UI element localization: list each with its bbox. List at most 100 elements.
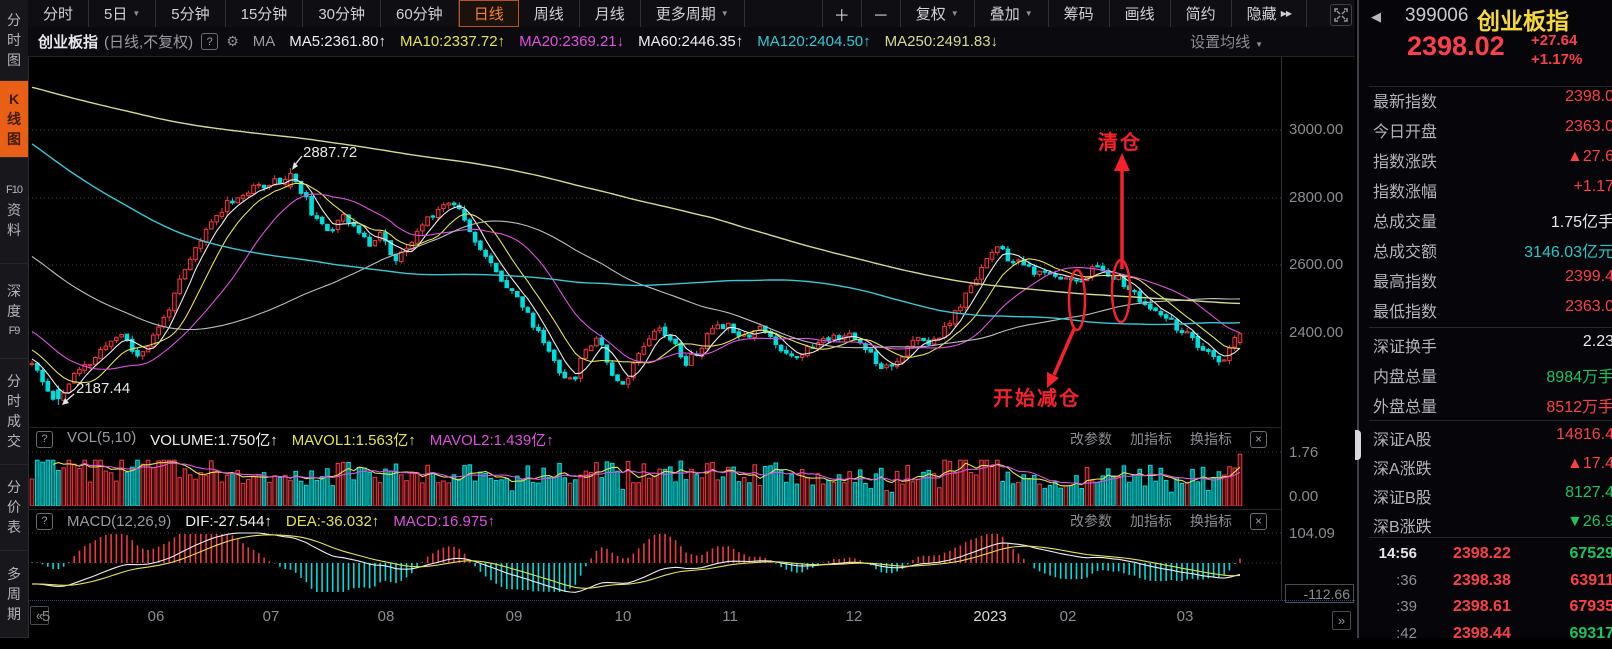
stat-value: ▲17.4 [1567, 455, 1612, 473]
period-tab-5日[interactable]: 5日▼ [89, 0, 156, 27]
tool-－[interactable]: － [862, 0, 901, 27]
tick-time: 14:56 [1359, 545, 1417, 562]
tool-label: 隐藏 [1247, 3, 1277, 24]
volume-chart-canvas[interactable] [28, 450, 1281, 506]
ma-settings-button[interactable]: 设置均线▼ [1190, 31, 1263, 52]
chevron-down-icon: ▼ [1025, 9, 1033, 18]
time-axis-label: 11 [722, 608, 738, 625]
main-chart-canvas[interactable] [28, 57, 1281, 425]
macd-chart-canvas[interactable] [28, 531, 1281, 600]
price-axis-label: 2400.00 [1289, 324, 1343, 341]
period-tab-60分钟[interactable]: 60分钟 [381, 0, 459, 27]
tick-time: :39 [1359, 598, 1417, 615]
time-axis-label: 12 [846, 608, 863, 625]
tool-＋[interactable]: ＋ [823, 0, 862, 27]
time-axis-label: 09 [506, 608, 523, 625]
collapse-panel-icon[interactable]: ◀ [1371, 9, 1381, 25]
period-tab-5分钟[interactable]: 5分钟 [156, 0, 225, 27]
panel-action-改参数[interactable]: 改参数 [1070, 429, 1112, 449]
stat-value: ▲27.6 [1567, 148, 1612, 166]
panel-action-加指标[interactable]: 加指标 [1130, 429, 1172, 449]
stat-value: 14816.4 [1556, 426, 1612, 444]
tick-time: :42 [1359, 625, 1417, 642]
divider [1369, 327, 1612, 328]
sidebar-item-minute-chart[interactable]: 分时图 [0, 0, 28, 81]
volume-values: VOL(5,10)VOLUME:1.750亿↑MAVOL1:1.563亿↑MAV… [53, 429, 554, 450]
period-tab-月线[interactable]: 月线 [580, 0, 641, 27]
sidebar-item-label: 时 [7, 394, 21, 409]
panel-action-换指标[interactable]: 换指标 [1190, 429, 1232, 449]
period-tab-日线[interactable]: 日线 [459, 0, 519, 27]
time-axis-label: 10 [615, 608, 632, 625]
stock-code: 399006 [1405, 5, 1468, 27]
period-tab-更多周期[interactable]: 更多周期▼ [641, 0, 745, 27]
panel-action-换指标[interactable]: 换指标 [1190, 511, 1232, 531]
help-icon[interactable]: ? [36, 513, 53, 530]
ma-value: MA5:2361.80↑ [289, 33, 386, 50]
close-icon[interactable]: × [1250, 513, 1267, 530]
help-icon[interactable]: ? [201, 33, 218, 50]
period-tab-30分钟[interactable]: 30分钟 [303, 0, 381, 27]
tool-复权[interactable]: 复权▼ [901, 0, 975, 27]
sidebar-item-label: 资 [7, 203, 21, 218]
sidebar-item-price-table[interactable]: 分价表 [0, 465, 28, 551]
stat-label: 最低指数 [1373, 298, 1437, 322]
sidebar-item-multi-period[interactable]: 多周期 [0, 551, 28, 638]
gear-icon[interactable]: ⚙ [226, 33, 239, 50]
tool-筹码[interactable]: 筹码 [1049, 0, 1110, 27]
period-tab-label: 周线 [534, 3, 564, 24]
last-price: 2398.02 [1407, 31, 1505, 62]
price-change: +27.64 +1.17% [1531, 31, 1582, 69]
chart-tools: ＋ －复权▼叠加▼筹码画线简约隐藏▶▶ [822, 0, 1307, 27]
panel-action-加指标[interactable]: 加指标 [1130, 511, 1172, 531]
panel-resize-handle[interactable] [1355, 430, 1361, 460]
macd-value: DIF:-27.544↑ [185, 513, 272, 530]
period-tab-周线[interactable]: 周线 [519, 0, 580, 27]
tool-简约[interactable]: 简约 [1171, 0, 1232, 27]
time-axis-label: 2023 [973, 608, 1006, 625]
stat-label: 今日开盘 [1373, 118, 1437, 142]
sidebar-item-label: 图 [7, 53, 21, 68]
sidebar-item-label: K [9, 92, 19, 107]
period-tab-15分钟[interactable]: 15分钟 [226, 0, 304, 27]
ma-info-bar: 创业板指 (日线,不复权) ? ⚙ MA MA5:2361.80↑MA10:23… [28, 27, 1355, 57]
tick-price: 2398.38 [1453, 572, 1511, 590]
sidebar-item-label: 价 [7, 500, 21, 515]
time-axis-label: 02 [1060, 608, 1077, 625]
tool-画线[interactable]: 画线 [1110, 0, 1171, 27]
chevron-down-icon: ▼ [951, 9, 959, 18]
fullscreen-button[interactable] [1330, 4, 1352, 26]
scroll-right-button[interactable]: » [1332, 611, 1351, 630]
period-tab-分时[interactable]: 分时 [28, 0, 89, 27]
sidebar-item-label: 深 [7, 284, 21, 299]
volume-actions: 改参数加指标换指标 × [1070, 429, 1267, 449]
sidebar-item-label: 度 [7, 304, 21, 319]
time-axis-label: 07 [263, 608, 280, 625]
tool-隐藏[interactable]: 隐藏▶▶ [1232, 0, 1307, 27]
sidebar-item-time-trades[interactable]: 分时成交 [0, 359, 28, 465]
tool-label: 画线 [1125, 3, 1155, 24]
help-icon[interactable]: ? [36, 431, 53, 448]
divider [1369, 420, 1612, 421]
tool-label: ＋ [834, 2, 850, 26]
tool-叠加[interactable]: 叠加▼ [975, 0, 1049, 27]
close-icon[interactable]: × [1250, 431, 1267, 448]
panel-action-改参数[interactable]: 改参数 [1070, 511, 1112, 531]
macd-values: MACD(12,26,9)DIF:-27.544↑DEA:-36.032↑MAC… [53, 513, 495, 530]
sidebar-item-label: 分 [7, 13, 21, 28]
period-tab-label: 日线 [474, 3, 504, 24]
stat-value: 3146.03亿元 [1524, 238, 1612, 262]
